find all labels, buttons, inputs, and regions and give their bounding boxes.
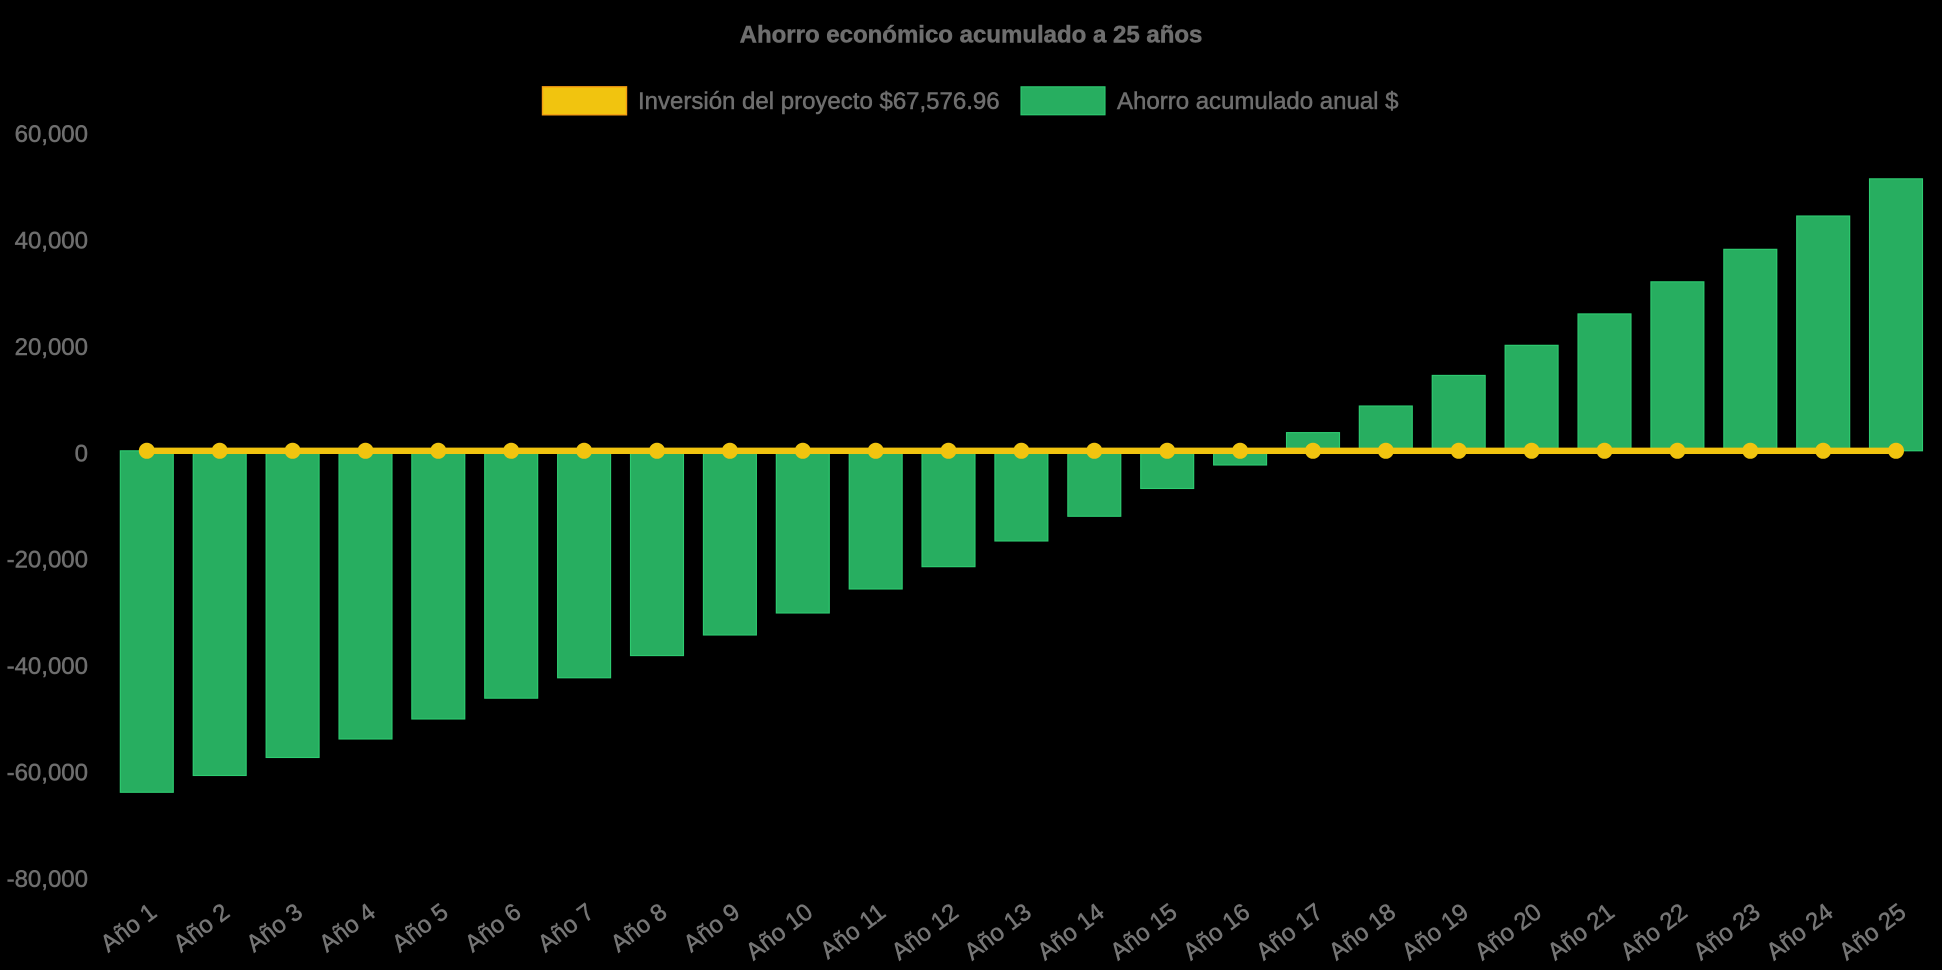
svg-text:0: 0	[75, 440, 88, 467]
svg-text:40,000: 40,000	[15, 228, 88, 255]
svg-text:-20,000: -20,000	[7, 547, 88, 574]
svg-text:-60,000: -60,000	[7, 760, 88, 787]
svg-text:Ahorro acumulado anual $: Ahorro acumulado anual $	[1117, 88, 1399, 115]
svg-text:Inversión del proyecto $67,576: Inversión del proyecto $67,576.96	[638, 88, 1000, 115]
svg-text:-40,000: -40,000	[7, 653, 88, 680]
svg-text:-80,000: -80,000	[7, 866, 88, 893]
svg-text:60,000: 60,000	[15, 121, 88, 148]
svg-text:20,000: 20,000	[15, 334, 88, 361]
svg-text:Ahorro económico acumulado a 2: Ahorro económico acumulado a 25 años	[740, 22, 1203, 49]
